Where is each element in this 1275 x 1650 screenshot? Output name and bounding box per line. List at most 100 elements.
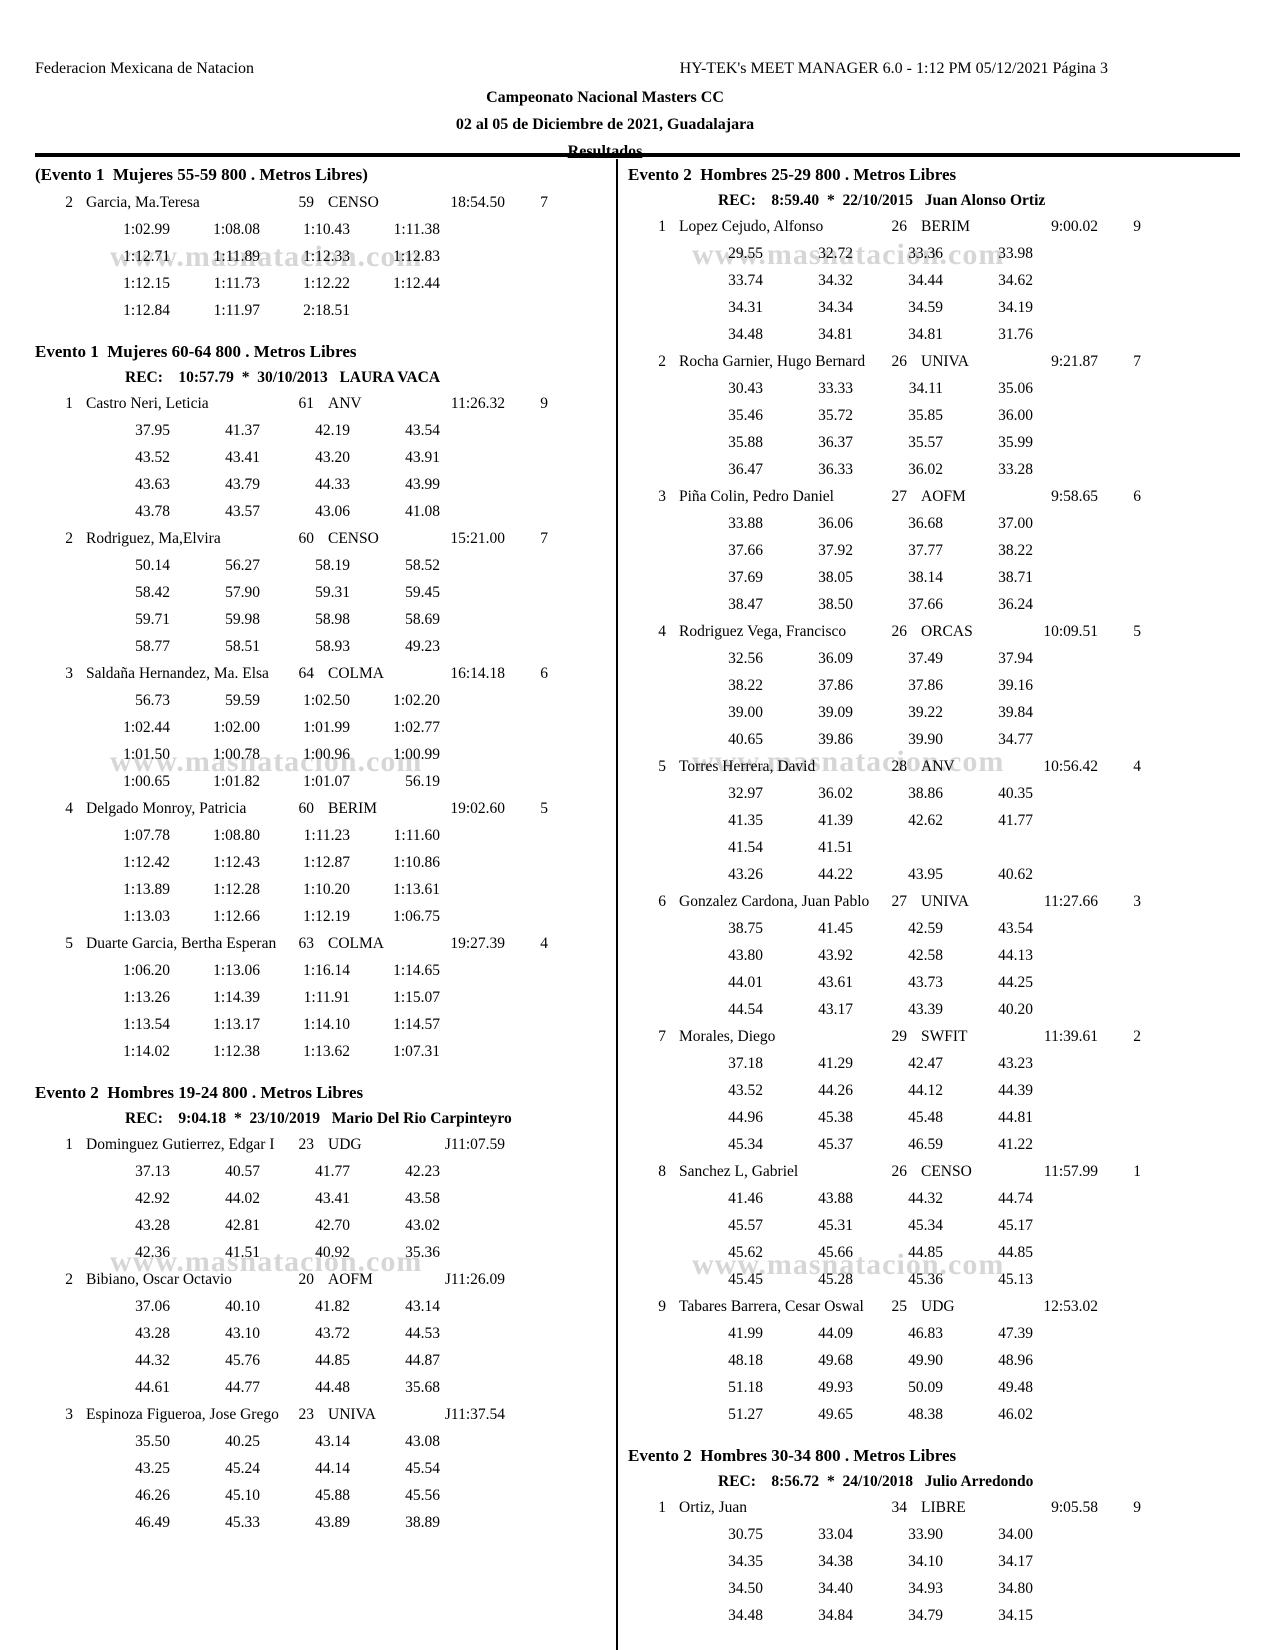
split-time: 36.33: [818, 461, 853, 478]
result-row: 1 Ortiz, Juan 34 LIBRE 9:05.58 9: [628, 1494, 1143, 1521]
swimmer-age: 23: [298, 1406, 315, 1423]
split-time: 39.09: [818, 704, 853, 721]
splits-row: 38.75 41.45 42.59 43.54: [673, 915, 1143, 942]
split-time: 1:13.89: [123, 881, 170, 898]
split-time: 59.45: [405, 584, 440, 601]
splits-row: 43.63 43.79 44.33 43.99: [80, 471, 550, 498]
points: 6: [1133, 488, 1141, 505]
split-time: 34.79: [908, 1607, 943, 1624]
split-time: 36.24: [998, 596, 1033, 613]
split-time: 2:18.51: [303, 302, 350, 319]
final-time: 16:14.18: [450, 665, 505, 682]
result-row: 4 Rodriguez Vega, Francisco 26 ORCAS 10:09.5…: [628, 618, 1143, 645]
splits-row: 48.18 49.68 49.90 48.96: [673, 1347, 1143, 1374]
splits-row: 43.52 44.26 44.12 44.39: [673, 1077, 1143, 1104]
column-divider-line: [616, 159, 618, 1650]
split-time: 1:12.28: [213, 881, 260, 898]
swimmer-team: AOFM: [921, 488, 966, 505]
splits-row: 1:02.44 1:02.00 1:01.99 1:02.77: [80, 714, 550, 741]
record-label: REC:: [125, 1110, 179, 1127]
splits-row: 1:01.50 1:00.78 1:00.96 1:00.99: [80, 741, 550, 768]
points: 9: [1133, 1499, 1141, 1516]
splits-row: 38.47 38.50 37.66 36.24: [673, 591, 1143, 618]
swimmer-team: COLMA: [328, 935, 384, 952]
split-time: 1:14.57: [393, 1016, 440, 1033]
split-time: 44.53: [405, 1325, 440, 1342]
split-time: 43.79: [225, 476, 260, 493]
split-time: 43.28: [135, 1325, 170, 1342]
split-time: 37.18: [728, 1055, 763, 1072]
points: 9: [1133, 218, 1141, 235]
split-time: 1:13.03: [123, 908, 170, 925]
split-time: 45.34: [728, 1136, 763, 1153]
split-time: 46.02: [998, 1406, 1033, 1423]
split-time: 33.74: [728, 272, 763, 289]
points: 5: [540, 800, 548, 817]
result-row: 1 Castro Neri, Leticia 61 ANV 11:26.32 9: [35, 390, 550, 417]
points: 7: [1133, 353, 1141, 370]
final-time: 11:57.99: [1043, 1163, 1098, 1180]
splits-row: 36.47 36.33 36.02 33.28: [673, 456, 1143, 483]
event-section: (Evento 1 Mujeres 55-59 800 . Metros Lib…: [35, 164, 550, 324]
split-time: 41.77: [315, 1163, 350, 1180]
split-time: 45.10: [225, 1487, 260, 1504]
split-time: 45.54: [405, 1460, 440, 1477]
split-time: 1:10.43: [303, 221, 350, 238]
split-time: 36.06: [818, 515, 853, 532]
split-time: 37.69: [728, 569, 763, 586]
event-title: Evento 2 Hombres 30-34 800 . Metros Libr…: [628, 1446, 957, 1465]
splits-row: 34.31 34.34 34.59 34.19: [673, 294, 1143, 321]
split-time: 45.28: [818, 1271, 853, 1288]
split-time: 37.49: [908, 650, 943, 667]
split-time: 44.09: [818, 1325, 853, 1342]
splits-row: 43.28 43.10 43.72 44.53: [80, 1320, 550, 1347]
result-row: 3 Saldaña Hernandez, Ma. Elsa 64 COLMA 16:14…: [35, 660, 550, 687]
splits-row: 45.62 45.66 44.85 44.85: [673, 1239, 1143, 1266]
split-time: 44.32: [135, 1352, 170, 1369]
split-time: 49.68: [818, 1352, 853, 1369]
split-time: 41.29: [818, 1055, 853, 1072]
split-time: 43.72: [315, 1325, 350, 1342]
result-row: 9 Tabares Barrera, Cesar Oswal 25 UDG 12:53.…: [628, 1293, 1143, 1320]
split-time: 1:00.96: [303, 746, 350, 763]
record-time: 8:59.40: [771, 192, 827, 209]
swimmer-name: Castro Neri, Leticia: [86, 395, 209, 412]
split-time: 34.80: [998, 1580, 1033, 1597]
split-time: 45.56: [405, 1487, 440, 1504]
split-time: 43.10: [225, 1325, 260, 1342]
swimmer-age: 59: [298, 194, 315, 211]
split-time: 41.51: [225, 1244, 260, 1261]
split-time: 30.75: [728, 1526, 763, 1543]
splits-row: 1:07.78 1:08.80 1:11.23 1:11.60: [80, 822, 550, 849]
split-time: 34.93: [908, 1580, 943, 1597]
swimmer-age: 27: [891, 893, 908, 910]
split-time: 46.26: [135, 1487, 170, 1504]
swimmer-team: ORCAS: [921, 623, 973, 640]
split-time: 43.28: [135, 1217, 170, 1234]
swimmer-age: 28: [891, 758, 908, 775]
swimmer-team: UNIVA: [328, 1406, 376, 1423]
swimmer-age: 26: [891, 218, 908, 235]
record-time: 10:57.79: [178, 369, 242, 386]
event-title: Evento 2 Hombres 25-29 800 . Metros Libr…: [628, 165, 957, 184]
swimmer-name: Rodriguez, Ma,Elvira: [86, 530, 221, 547]
split-time: 1:02.50: [303, 692, 350, 709]
split-time: 59.31: [315, 584, 350, 601]
split-time: 38.89: [405, 1514, 440, 1531]
points: 1: [1133, 1163, 1141, 1180]
split-time: 1:11.97: [213, 302, 260, 319]
split-time: 33.98: [998, 245, 1033, 262]
split-time: 40.65: [728, 731, 763, 748]
split-time: 43.06: [315, 503, 350, 520]
split-time: 34.15: [998, 1607, 1033, 1624]
split-time: 37.86: [908, 677, 943, 694]
final-time: 19:27.39: [450, 935, 505, 952]
split-time: 1:12.22: [303, 275, 350, 292]
record-time: 9:04.18: [178, 1110, 234, 1127]
split-time: 34.77: [998, 731, 1033, 748]
record-holder: Mario Del Rio Carpinteyro: [331, 1110, 512, 1127]
split-time: 43.73: [908, 974, 943, 991]
swimmer-age: 26: [891, 1163, 908, 1180]
final-time: 18:54.50: [450, 194, 505, 211]
split-time: 42.92: [135, 1190, 170, 1207]
